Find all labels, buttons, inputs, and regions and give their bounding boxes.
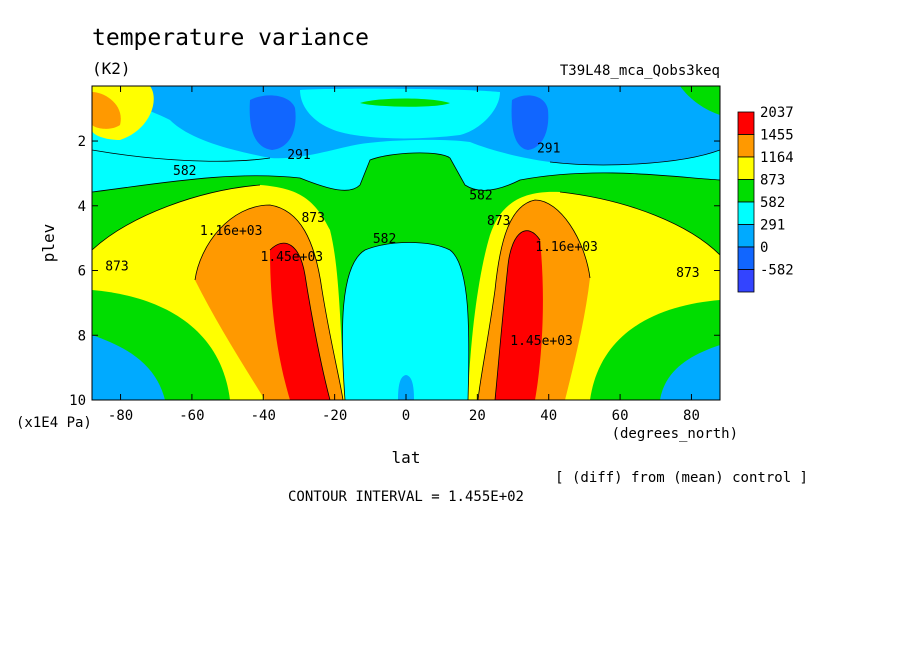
colorbar-swatch [737,224,755,248]
colorbar-label: 582 [760,195,785,211]
y-axis-units: (x1E4 Pa) [16,415,92,431]
contour-interval-text: CONTOUR INTERVAL = 1.455E+02 [288,489,524,505]
y-axis-label: plev [39,224,58,263]
contour-lines [92,149,720,400]
band-1455-right [495,230,543,400]
colorbar-label: 1164 [760,150,794,166]
band-bl-blue [92,335,165,400]
colorbar-swatch [737,269,755,293]
x-tick-label: -20 [322,408,347,424]
band-center-bottom-blue [398,375,414,400]
colorbar-swatch [737,156,755,180]
colorbar-label: -582 [760,263,794,279]
x-tick-label: -80 [108,408,133,424]
colorbar-swatch [737,246,755,270]
contour-label: 291 [537,141,560,156]
band-low-right [511,95,549,150]
band-873-topcenter [360,98,450,107]
band-1455-left [270,243,330,400]
colorbar-swatch [737,201,755,225]
contour-label: 873 [487,214,510,229]
x-axis-units: (degrees_north) [612,426,738,442]
colorbar-label: 0 [760,240,768,256]
contour-label: 582 [173,164,196,179]
chart-title: temperature variance [92,25,369,51]
colorbar-swatch [737,134,755,158]
band-topleft-hot [92,92,121,129]
colorbar-label: 2037 [760,105,794,121]
x-axis-label: lat [392,448,421,467]
band-br-blue [660,345,720,400]
contour-fill [92,86,720,400]
chart-subtitle: (K2) [92,59,131,78]
contour-label: 1.16e+03 [535,240,598,255]
band-291-center [342,242,469,400]
x-tick-label: 0 [402,408,410,424]
band-topright [680,86,720,115]
x-axis: -80 -60 -40 -20 0 20 40 60 80 [108,86,700,424]
x-tick-label: 40 [540,408,557,424]
colorbar-label: 1455 [760,128,794,144]
y-axis: 2 4 6 8 10 [69,134,720,409]
experiment-label: T39L48_mca_Qobs3keq [560,63,720,79]
contour-labels: 582 291 291 582 873 873 582 1.16e+03 1.45e+03 1.1… [105,141,699,349]
x-tick-label: 20 [469,408,486,424]
plot-area [91,85,721,401]
colorbar-swatch [737,111,755,135]
band-582-top [300,88,500,139]
contour-label: 1.16e+03 [200,224,263,239]
y-tick-label: 6 [78,264,86,280]
contour-label: 582 [373,232,396,247]
contour-label: 873 [105,260,128,275]
contour-label: 873 [676,266,699,281]
colorbar: 2037 1455 1164 873 582 291 0 -582 [737,105,794,293]
band-low-left [249,95,296,150]
note-text: [ (diff) from (mean) control ] [555,470,808,486]
colorbar-swatch [737,179,755,203]
contour-label: 873 [301,211,324,226]
contour-label: 1.45e+03 [261,250,324,265]
contour-label: 582 [469,188,492,203]
x-tick-label: -40 [251,408,276,424]
y-tick-label: 4 [78,199,86,215]
x-tick-label: 60 [612,408,629,424]
y-tick-label: 10 [69,393,86,409]
x-tick-label: 80 [683,408,700,424]
y-tick-label: 2 [78,134,86,150]
colorbar-label: 873 [760,173,785,189]
colorbar-label: 291 [760,218,785,234]
contour-label: 291 [287,148,310,163]
contour-label: 1.45e+03 [510,334,573,349]
y-tick-label: 8 [78,328,86,344]
x-tick-label: -60 [179,408,204,424]
